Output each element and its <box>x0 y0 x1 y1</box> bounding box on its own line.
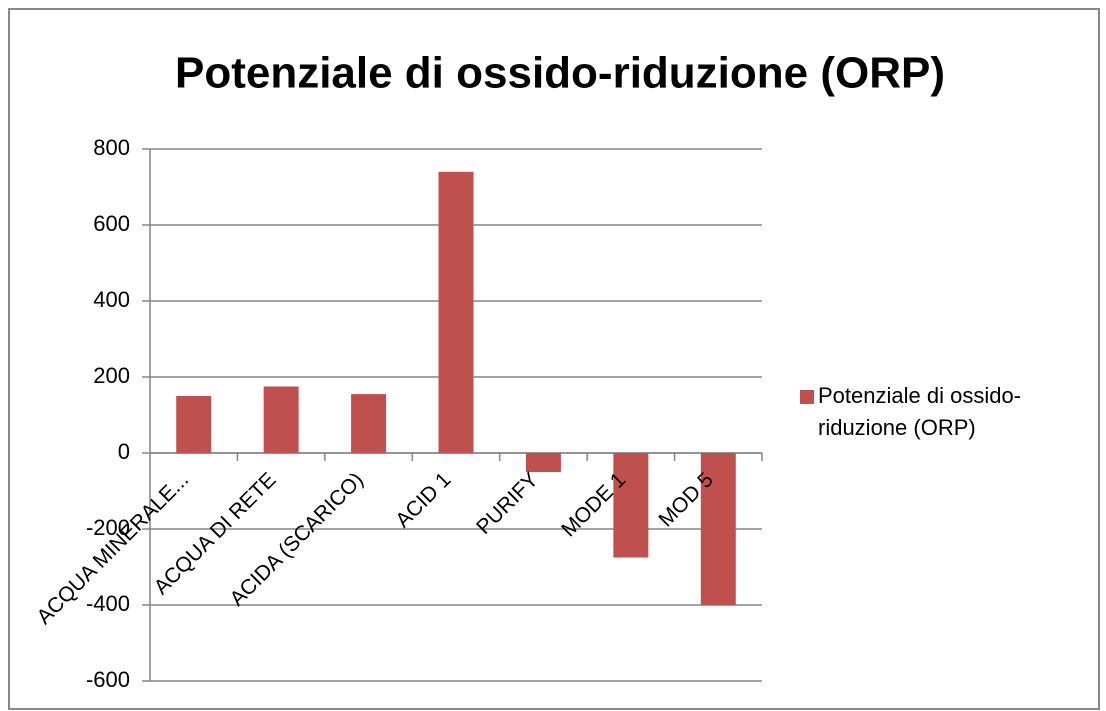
bar <box>525 453 561 472</box>
y-tick-label: 600 <box>93 211 130 236</box>
y-tick-label: -200 <box>86 515 130 540</box>
legend: Potenziale di ossido-riduzione (ORP) <box>800 380 1100 444</box>
bar <box>176 396 212 453</box>
bar <box>351 394 387 453</box>
legend-swatch <box>800 390 814 404</box>
y-tick-label: -400 <box>86 591 130 616</box>
y-tick-label: 400 <box>93 287 130 312</box>
y-tick-label: 800 <box>93 135 130 160</box>
x-tick-label: ACID 1 <box>391 468 455 532</box>
chart-frame <box>8 8 1100 710</box>
legend-label: Potenziale di ossido-riduzione (ORP) <box>818 383 1022 440</box>
chart-title: Potenziale di ossido-riduzione (ORP) <box>175 49 945 98</box>
bar <box>613 453 649 558</box>
y-tick-label: 200 <box>93 363 130 388</box>
bar <box>700 453 736 605</box>
y-tick-label: -600 <box>86 667 130 692</box>
bar <box>263 386 299 453</box>
y-tick-label: 0 <box>118 439 130 464</box>
bar <box>438 171 474 454</box>
